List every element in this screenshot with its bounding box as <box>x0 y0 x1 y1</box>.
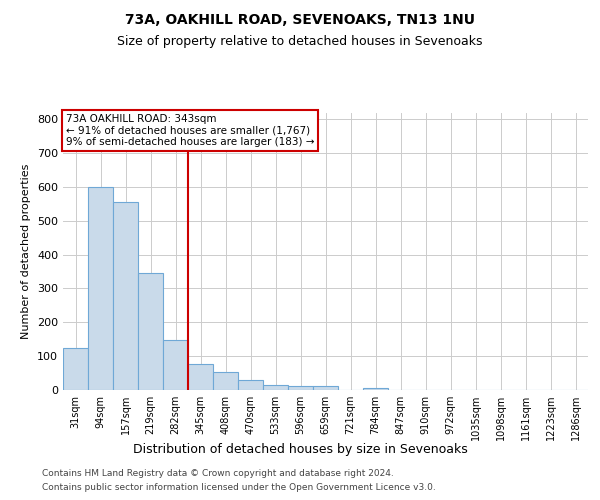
Text: Contains public sector information licensed under the Open Government Licence v3: Contains public sector information licen… <box>42 484 436 492</box>
Bar <box>263 386 288 390</box>
Bar <box>313 386 338 390</box>
Bar <box>213 372 238 390</box>
Bar <box>113 202 138 390</box>
Bar <box>363 388 388 390</box>
Text: Size of property relative to detached houses in Sevenoaks: Size of property relative to detached ho… <box>117 35 483 48</box>
Bar <box>138 272 163 390</box>
Bar <box>63 348 88 390</box>
Bar <box>238 380 263 390</box>
Text: Contains HM Land Registry data © Crown copyright and database right 2024.: Contains HM Land Registry data © Crown c… <box>42 468 394 477</box>
Text: 73A OAKHILL ROAD: 343sqm
← 91% of detached houses are smaller (1,767)
9% of semi: 73A OAKHILL ROAD: 343sqm ← 91% of detach… <box>65 114 314 147</box>
Bar <box>88 187 113 390</box>
Bar <box>288 386 313 390</box>
Bar <box>163 340 188 390</box>
Bar <box>188 364 213 390</box>
Y-axis label: Number of detached properties: Number of detached properties <box>22 164 31 339</box>
Text: 73A, OAKHILL ROAD, SEVENOAKS, TN13 1NU: 73A, OAKHILL ROAD, SEVENOAKS, TN13 1NU <box>125 12 475 26</box>
Text: Distribution of detached houses by size in Sevenoaks: Distribution of detached houses by size … <box>133 442 467 456</box>
